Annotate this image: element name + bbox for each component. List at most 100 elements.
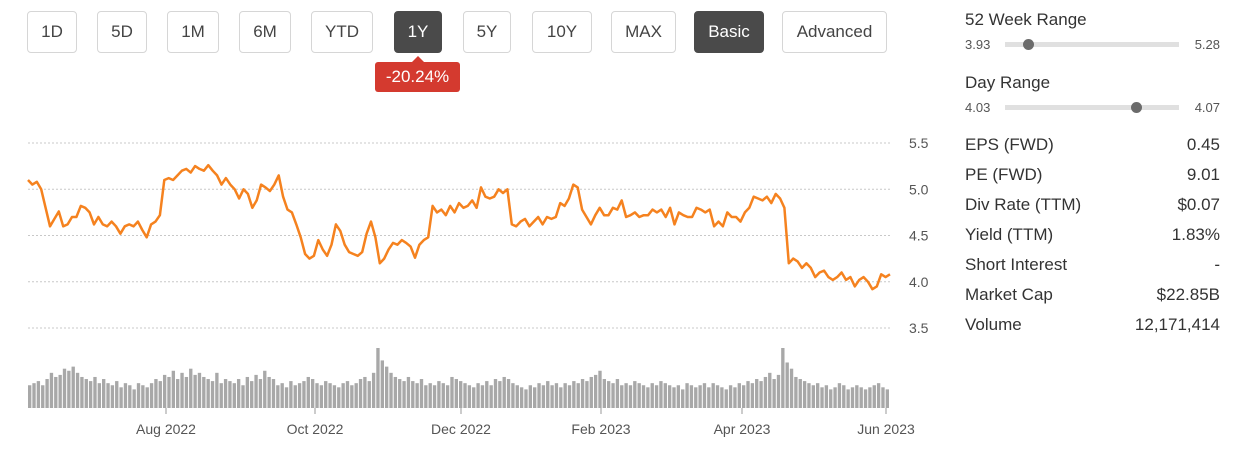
- volume-bar: [141, 385, 145, 408]
- volume-bar: [67, 370, 71, 408]
- volume-bar: [358, 379, 363, 408]
- volume-bar: [80, 376, 84, 408]
- volume-bar: [167, 376, 171, 408]
- stat-label: Yield (TTM): [965, 225, 1054, 244]
- stat-label: Short Interest: [965, 255, 1068, 274]
- basic-mode-button[interactable]: Basic: [694, 11, 764, 53]
- volume-bar: [519, 387, 524, 408]
- stat-value: 0.45: [1186, 135, 1220, 154]
- volume-bar: [463, 383, 467, 408]
- volume-bar: [315, 383, 319, 408]
- volume-bar: [289, 381, 293, 408]
- volume-bar: [467, 385, 472, 408]
- volume-bar: [837, 383, 842, 408]
- volume-bar: [593, 374, 598, 408]
- stat-value: $0.07: [1177, 195, 1220, 214]
- volume-bar: [384, 366, 389, 408]
- volume-bar: [389, 372, 393, 408]
- stat-row-yield-ttm: Yield (TTM) 1.83%: [965, 220, 1220, 250]
- volume-bar: [850, 387, 855, 408]
- volume-bar: [36, 381, 41, 408]
- period-button-5y[interactable]: 5Y: [463, 11, 511, 53]
- volume-bar: [232, 383, 236, 408]
- volume-bar: [672, 387, 676, 408]
- volume-bar: [515, 385, 519, 408]
- volume-bar: [602, 379, 607, 408]
- volume-bar: [337, 387, 341, 408]
- volume-bar: [267, 376, 271, 408]
- period-button-6m[interactable]: 6M: [239, 11, 291, 53]
- period-button-10y[interactable]: 10Y: [532, 11, 592, 53]
- stat-row-div-rate-ttm: Div Rate (TTM) $0.07: [965, 190, 1220, 220]
- period-button-1d[interactable]: 1D: [27, 11, 77, 53]
- period-button-1m[interactable]: 1M: [167, 11, 219, 53]
- volume-bar: [541, 385, 546, 408]
- price-line: [27, 163, 891, 291]
- period-button-1y[interactable]: 1Y: [394, 11, 442, 53]
- volume-bar: [598, 370, 602, 408]
- week52-high: 5.28: [1194, 37, 1220, 52]
- volume-bar: [223, 379, 228, 408]
- volume-bar: [485, 381, 489, 408]
- volume-bar: [345, 381, 350, 408]
- volume-bar: [633, 381, 637, 408]
- volume-bar: [158, 381, 162, 408]
- stat-label: Volume: [965, 315, 1022, 334]
- volume-bar: [741, 385, 746, 408]
- volume-bar: [855, 385, 859, 408]
- volume-bar: [428, 383, 432, 408]
- y-tick-label: 5.5: [909, 135, 929, 151]
- volume-bar: [28, 385, 32, 408]
- volume-bar: [476, 383, 480, 408]
- period-button-max[interactable]: MAX: [611, 11, 676, 53]
- volume-bar: [441, 383, 445, 408]
- volume-bar: [607, 381, 611, 408]
- volume-bar: [798, 379, 802, 408]
- volume-bar: [415, 383, 419, 408]
- volume-bar: [737, 383, 741, 408]
- volume-bar: [284, 387, 289, 408]
- period-button-ytd[interactable]: YTD: [311, 11, 373, 53]
- volume-bar: [763, 376, 768, 408]
- volume-bar: [811, 385, 815, 408]
- volume-bar: [563, 383, 567, 408]
- volume-bar: [258, 379, 263, 408]
- advanced-mode-button[interactable]: Advanced: [782, 11, 887, 53]
- volume-bar: [646, 387, 650, 408]
- volume-bar: [868, 387, 872, 408]
- volume-bar: [746, 381, 750, 408]
- volume-bar: [615, 379, 620, 408]
- volume-bar: [93, 376, 97, 408]
- volume-bar: [550, 385, 554, 408]
- volume-bar: [459, 381, 463, 408]
- volume-bar: [445, 385, 450, 408]
- week52-low: 3.93: [965, 37, 991, 52]
- volume-bar: [637, 383, 641, 408]
- volume-bar: [419, 379, 424, 408]
- volume-bar: [450, 376, 454, 408]
- volume-bar: [184, 376, 189, 408]
- volume-bar: [149, 383, 154, 408]
- volume-bar: [136, 383, 141, 408]
- day-marker: [1130, 102, 1142, 113]
- volume-bar: [776, 374, 781, 408]
- volume-bar: [324, 381, 328, 408]
- volume-bar: [807, 383, 811, 408]
- volume-bar: [206, 379, 210, 408]
- volume-bar: [250, 381, 254, 408]
- volume-bar: [115, 381, 119, 408]
- volume-bar: [711, 383, 715, 408]
- stat-row-short-interest: Short Interest -: [965, 250, 1220, 280]
- volume-bar: [511, 383, 515, 408]
- volume-bar: [263, 370, 267, 408]
- volume-bar: [411, 381, 415, 408]
- week52-marker: [1022, 39, 1034, 50]
- volume-bar: [406, 376, 411, 408]
- volume-bar: [524, 389, 528, 408]
- stat-value: 12,171,414: [1134, 315, 1220, 334]
- week52-range-title: 52 Week Range: [965, 10, 1087, 29]
- stat-value: 9.01: [1186, 165, 1220, 184]
- volume-bar: [667, 385, 672, 408]
- volume-bar: [802, 381, 807, 408]
- period-button-5d[interactable]: 5D: [97, 11, 147, 53]
